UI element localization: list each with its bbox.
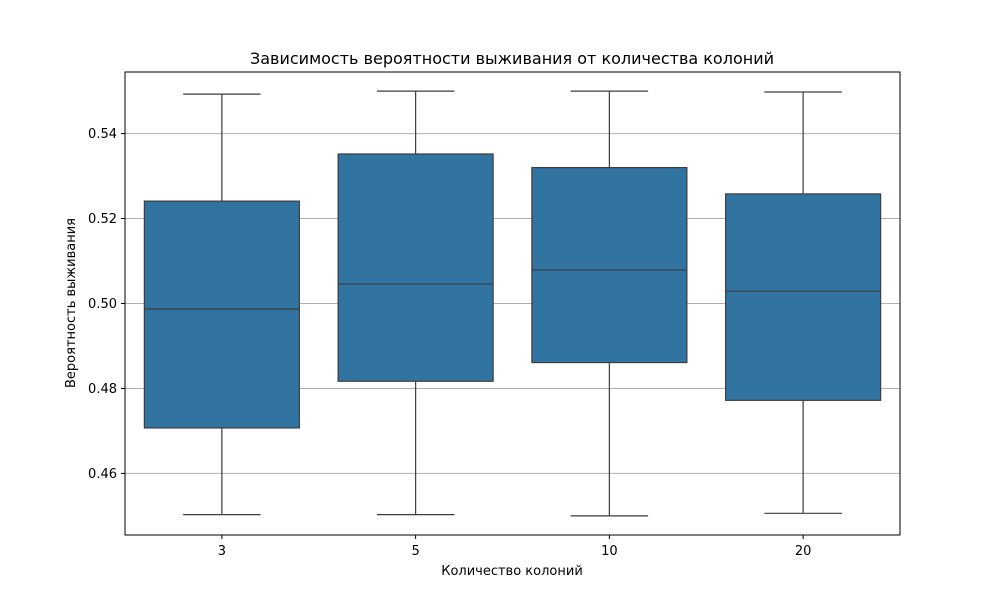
x-ticks: 3 5 10 20 [218,535,812,559]
box-5 [337,90,494,516]
box-10 [531,90,688,517]
x-tick-label: 20 [795,544,812,559]
iqr-box [531,166,688,364]
iqr-box [337,153,494,382]
iqr-box [143,200,300,429]
y-tick-label: 0.52 [88,212,117,227]
box-20 [725,91,882,514]
y-tick-label: 0.54 [88,127,117,142]
iqr-box [725,193,882,401]
box-3 [143,93,300,516]
chart-title: Зависимость вероятности выживания от кол… [250,49,774,68]
x-tick-label: 3 [218,544,226,559]
boxes [143,90,882,517]
y-tick-label: 0.48 [88,382,117,397]
x-tick-label: 10 [601,544,618,559]
y-tick-label: 0.50 [88,297,117,312]
x-axis-label: Количество колоний [441,564,583,579]
y-tick-label: 0.46 [88,467,117,482]
x-tick-label: 5 [411,544,419,559]
y-axis-label: Вероятность выживания [64,218,79,388]
y-ticks: 0.46 0.48 0.50 0.52 0.54 [88,127,125,482]
